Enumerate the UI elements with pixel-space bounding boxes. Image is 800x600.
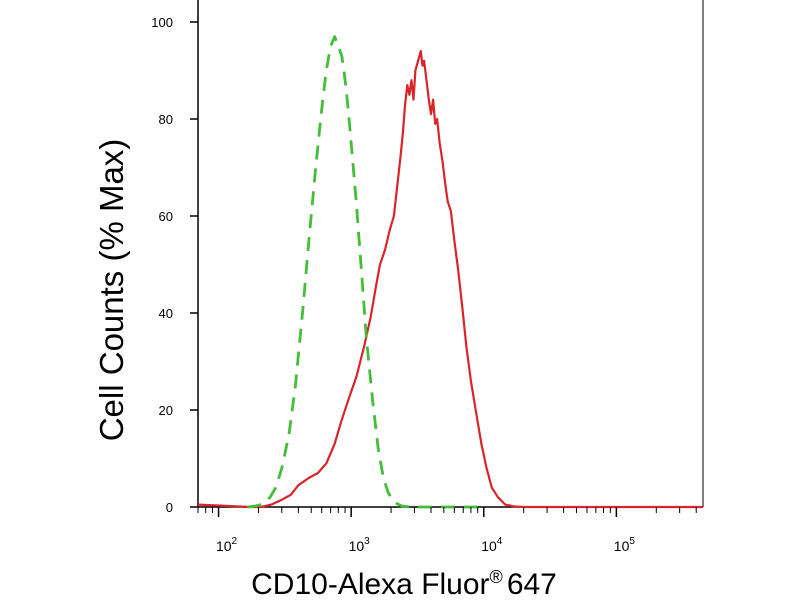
y-tick-label-60: 60 [159,209,173,224]
x-tick-label: 105 [614,536,636,554]
x-tick-label: 103 [349,536,371,554]
series-layer [197,35,703,509]
x-axis-title-registered: ® [490,567,503,587]
x-axis-title-main: CD10-Alexa Fluor [251,568,489,600]
y-tick-label-0: 0 [166,500,173,515]
plot-frame [197,0,704,508]
x-tick-label: 104 [481,536,503,554]
x-axis-title-suffix: 647 [507,568,557,600]
y-tick-label-100: 100 [151,15,173,30]
y-tick-label-80: 80 [159,112,173,127]
x-axis-title: CD10-Alexa Fluor® 647 [251,567,557,600]
y-axis: 0 20 40 60 80 100 [151,15,198,515]
y-tick-label-20: 20 [159,403,173,418]
x-axis: 102 103 104 105 [197,507,697,554]
x-tick-label: 102 [216,536,238,554]
y-tick-label-40: 40 [159,306,173,321]
y-axis-title: Cell Counts (% Max) [93,139,130,442]
series-line-1 [197,50,703,509]
series-line-2 [247,35,478,509]
